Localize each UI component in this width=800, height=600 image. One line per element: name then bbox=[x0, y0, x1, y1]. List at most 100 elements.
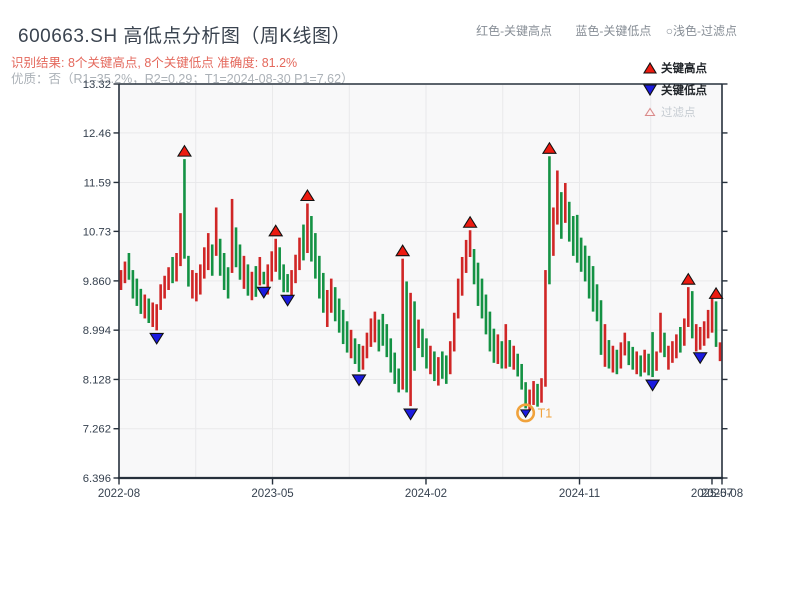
candle bbox=[667, 345, 670, 370]
candle bbox=[397, 368, 400, 393]
x-axis-tick-label: 2022-08 bbox=[98, 488, 140, 500]
key-high-marker bbox=[299, 188, 315, 202]
candle bbox=[151, 302, 155, 327]
candle bbox=[472, 249, 476, 285]
candle bbox=[119, 270, 123, 290]
key-low-marker bbox=[149, 332, 165, 345]
candle bbox=[329, 278, 333, 313]
quality-info-text: 优质：否（R1=35.2%，R2=0.29；T1=2024-08-30 P1=7… bbox=[11, 72, 354, 86]
candle bbox=[199, 264, 202, 295]
candle bbox=[302, 224, 305, 261]
candle bbox=[214, 207, 218, 256]
candle bbox=[575, 214, 579, 263]
candle bbox=[341, 309, 345, 345]
page-title: 600663.SH 高低点分析图（周K线图） bbox=[18, 26, 352, 47]
key-high-marker bbox=[680, 272, 696, 285]
candle bbox=[671, 341, 674, 363]
candle bbox=[270, 251, 274, 282]
candle bbox=[643, 349, 646, 373]
candle bbox=[405, 281, 408, 393]
candle bbox=[488, 311, 492, 352]
candle bbox=[274, 238, 278, 272]
candle bbox=[683, 318, 686, 346]
candle bbox=[369, 318, 373, 347]
y-axis-tick-label: 11.59 bbox=[84, 177, 111, 189]
candle bbox=[230, 198, 234, 273]
candle bbox=[143, 294, 147, 319]
candle bbox=[536, 383, 539, 407]
candle bbox=[123, 261, 127, 284]
candle bbox=[337, 298, 341, 333]
x-axis-tick-label: 2023-05 bbox=[251, 488, 293, 500]
candle bbox=[599, 300, 603, 355]
key-low-marker bbox=[351, 374, 367, 387]
candle bbox=[516, 353, 519, 377]
key-low-marker-t1 bbox=[519, 409, 532, 419]
candle bbox=[659, 312, 662, 353]
candle bbox=[306, 203, 309, 254]
candle bbox=[195, 272, 198, 302]
candle bbox=[286, 274, 289, 293]
legend-key-high-icon bbox=[643, 61, 657, 74]
candle bbox=[218, 238, 222, 276]
candle bbox=[393, 352, 397, 384]
candle bbox=[254, 266, 258, 297]
candle bbox=[532, 381, 535, 405]
x-axis-tick-label: 2024-02 bbox=[405, 488, 447, 500]
candle bbox=[246, 264, 250, 296]
legend-item-label: 过滤点 bbox=[661, 106, 696, 119]
candle bbox=[460, 256, 464, 296]
candle bbox=[528, 389, 531, 410]
candle bbox=[425, 338, 428, 369]
candle bbox=[639, 355, 642, 377]
candle bbox=[587, 255, 591, 299]
candle bbox=[706, 309, 710, 339]
candle bbox=[675, 334, 678, 359]
candle bbox=[373, 311, 377, 343]
y-axis-tick-label: 9.860 bbox=[83, 276, 111, 288]
candle bbox=[429, 345, 432, 375]
candle bbox=[139, 288, 143, 314]
candle bbox=[444, 355, 448, 384]
candle bbox=[627, 341, 631, 366]
candle bbox=[365, 332, 369, 359]
key-high-marker bbox=[395, 244, 411, 257]
candle bbox=[325, 289, 329, 327]
candle bbox=[381, 313, 385, 346]
y-axis-tick-label: 12.46 bbox=[83, 128, 111, 140]
key-high-marker bbox=[268, 224, 284, 237]
candle bbox=[167, 267, 170, 290]
candle bbox=[452, 312, 456, 352]
candle bbox=[500, 341, 504, 369]
key-high-marker bbox=[176, 144, 192, 157]
candle bbox=[159, 284, 162, 310]
y-axis-tick-label: 7.262 bbox=[83, 424, 111, 436]
candle bbox=[314, 233, 317, 279]
x-axis-tick-label: 2024-11 bbox=[559, 488, 600, 500]
candle bbox=[187, 255, 190, 287]
candle bbox=[571, 216, 575, 256]
candle bbox=[222, 253, 226, 290]
candle bbox=[504, 324, 508, 369]
candle bbox=[611, 345, 615, 373]
candle bbox=[433, 351, 436, 382]
candle bbox=[694, 324, 698, 352]
y-axis-tick-label: 8.128 bbox=[83, 374, 111, 386]
candle bbox=[242, 255, 246, 289]
recognition-result-text: 识别结果: 8个关键高点, 8个关键低点 准确度: 81.2% bbox=[11, 56, 298, 70]
candle bbox=[718, 342, 722, 362]
candle bbox=[508, 340, 512, 367]
legend-item-label: 关键高点 bbox=[661, 61, 707, 75]
candle bbox=[544, 270, 547, 387]
candle bbox=[635, 351, 639, 375]
candle bbox=[409, 292, 412, 407]
candle bbox=[258, 256, 262, 286]
candle bbox=[520, 363, 523, 390]
candle bbox=[441, 351, 444, 379]
candle bbox=[333, 287, 337, 322]
candle bbox=[385, 324, 389, 358]
candle bbox=[556, 170, 559, 225]
candle bbox=[266, 264, 270, 295]
candle bbox=[591, 266, 595, 312]
candle bbox=[476, 262, 480, 306]
